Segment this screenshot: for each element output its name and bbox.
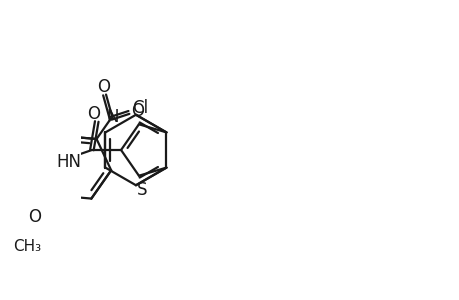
Text: O: O xyxy=(86,105,100,123)
Text: O: O xyxy=(130,102,144,120)
Text: O: O xyxy=(28,208,41,226)
Text: O: O xyxy=(97,78,110,96)
Text: HN: HN xyxy=(56,153,81,171)
Text: S: S xyxy=(136,181,147,199)
Text: N: N xyxy=(106,108,118,126)
Text: CH₃: CH₃ xyxy=(13,239,41,254)
Text: Cl: Cl xyxy=(132,99,148,117)
